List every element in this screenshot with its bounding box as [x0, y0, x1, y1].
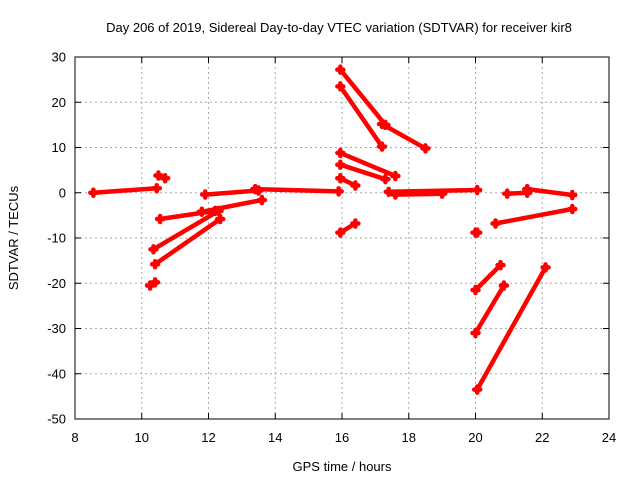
data-arc [338, 67, 388, 128]
x-tick-label: 10 [135, 430, 149, 445]
data-series-arc-15 [335, 173, 361, 191]
grid-lines [75, 57, 609, 419]
data-arc [474, 265, 548, 392]
data-series-arc-08 [149, 213, 226, 270]
data-series-arc-11 [376, 118, 431, 154]
data-series-arc-25 [471, 262, 551, 395]
x-axis-label: GPS time / hours [293, 459, 392, 474]
x-tick-label: 14 [268, 430, 282, 445]
data-series-arc-24 [470, 280, 510, 339]
data-arc [202, 188, 261, 197]
data-series-arc-23 [470, 259, 506, 296]
data-series-arc-07 [148, 205, 224, 255]
data-series-arc-01 [88, 182, 163, 198]
x-tick-label: 18 [402, 430, 416, 445]
y-tick-label: -40 [47, 366, 66, 381]
data-series-arc-19 [470, 227, 483, 238]
data-series-arc-04 [249, 183, 344, 197]
data-arc [473, 283, 507, 336]
data-series-arc-02 [153, 170, 171, 184]
data-series-arc-18 [390, 188, 448, 200]
data-arc [91, 185, 160, 196]
data-arc [524, 186, 575, 198]
data-arc [493, 206, 575, 226]
y-tick-label: -10 [47, 231, 66, 246]
y-tick-label: 0 [59, 185, 66, 200]
data-arc [473, 262, 503, 293]
data-arc [338, 162, 388, 182]
data-series-arc-06 [196, 194, 268, 218]
data-arc [338, 150, 398, 179]
y-axis-label: SDTVAR / TECUs [6, 185, 21, 290]
data-arc [151, 208, 221, 252]
data-series-arc-16 [335, 218, 361, 238]
data-points [88, 64, 578, 395]
data-arc [379, 121, 428, 151]
x-tick-label: 16 [335, 430, 349, 445]
y-tick-label: 20 [52, 95, 66, 110]
data-series-arc-12 [335, 81, 388, 152]
y-tick-label: 30 [52, 50, 66, 65]
x-tick-label: 12 [201, 430, 215, 445]
data-arc [393, 191, 445, 197]
data-arc [252, 186, 341, 194]
y-tick-label: -50 [47, 412, 66, 427]
x-tick-label: 24 [602, 430, 616, 445]
data-arc [199, 197, 265, 215]
x-tick-label: 22 [535, 430, 549, 445]
data-series-arc-14 [335, 159, 391, 185]
y-tick-label: -20 [47, 276, 66, 291]
y-tick-label: 10 [52, 140, 66, 155]
data-series-arc-09 [144, 277, 161, 291]
x-tick-label: 8 [71, 430, 78, 445]
data-arc [338, 84, 385, 149]
axis-ticks: 8 10 12 14 16 18 20 22 24 30 20 10 0 -10 -20 -30 -40 -50 [47, 50, 616, 446]
data-arc [152, 216, 223, 267]
data-arc [386, 187, 480, 195]
chart-title: Day 206 of 2019, Sidereal Day-to-day VTE… [106, 20, 572, 35]
y-tick-label: -30 [47, 321, 66, 336]
data-series-arc-17 [383, 184, 483, 198]
data-series-arc-22 [521, 183, 578, 201]
data-series-arc-13 [335, 147, 401, 182]
data-series-arc-20 [490, 203, 578, 229]
x-tick-label: 20 [468, 430, 482, 445]
